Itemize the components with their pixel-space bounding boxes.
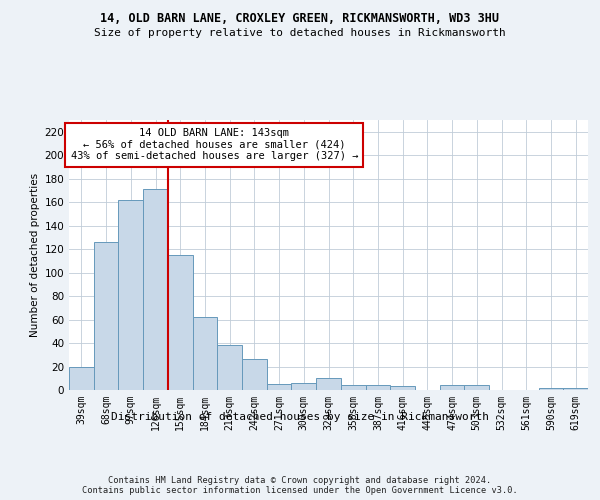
Text: Size of property relative to detached houses in Rickmansworth: Size of property relative to detached ho… [94, 28, 506, 38]
Bar [267, 384, 292, 390]
Bar [217, 346, 242, 390]
Bar [464, 386, 489, 390]
Bar [563, 388, 588, 390]
Bar [341, 386, 365, 390]
Bar [316, 378, 341, 390]
Bar [390, 386, 415, 390]
Y-axis label: Number of detached properties: Number of detached properties [30, 173, 40, 337]
Text: 14, OLD BARN LANE, CROXLEY GREEN, RICKMANSWORTH, WD3 3HU: 14, OLD BARN LANE, CROXLEY GREEN, RICKMA… [101, 12, 499, 26]
Bar [118, 200, 143, 390]
Bar [193, 317, 217, 390]
Bar [539, 388, 563, 390]
Text: Contains HM Land Registry data © Crown copyright and database right 2024.
Contai: Contains HM Land Registry data © Crown c… [82, 476, 518, 495]
Bar [94, 242, 118, 390]
Text: Distribution of detached houses by size in Rickmansworth: Distribution of detached houses by size … [111, 412, 489, 422]
Bar [168, 255, 193, 390]
Bar [69, 366, 94, 390]
Bar [242, 360, 267, 390]
Bar [365, 386, 390, 390]
Text: 14 OLD BARN LANE: 143sqm
← 56% of detached houses are smaller (424)
43% of semi-: 14 OLD BARN LANE: 143sqm ← 56% of detach… [71, 128, 358, 162]
Bar [440, 386, 464, 390]
Bar [292, 383, 316, 390]
Bar [143, 190, 168, 390]
